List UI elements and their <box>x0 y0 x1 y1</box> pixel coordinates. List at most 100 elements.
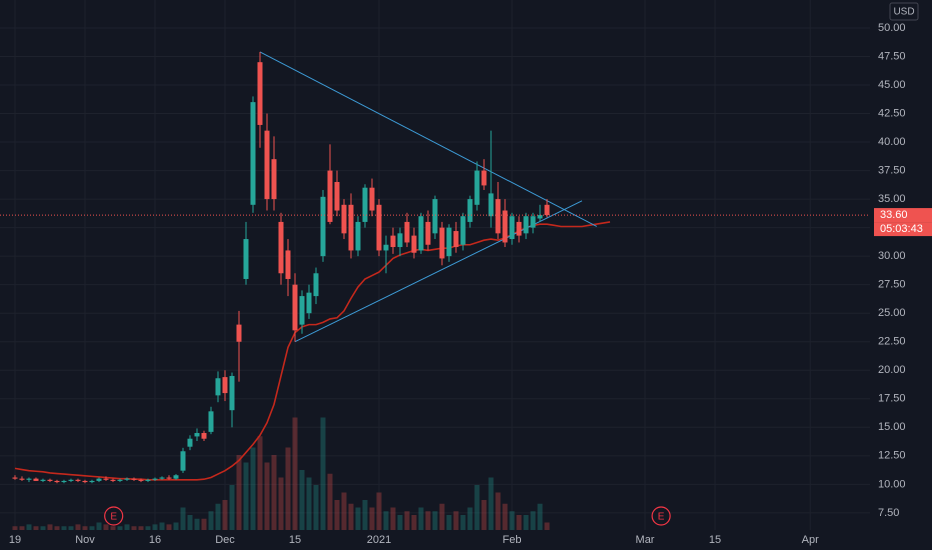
y-tick-label: 47.50 <box>878 50 906 62</box>
volume-bar <box>404 511 410 530</box>
x-tick-label: 16 <box>149 534 161 546</box>
volume-bar <box>117 526 123 530</box>
candle-body <box>411 235 417 253</box>
volume-bar <box>376 492 382 530</box>
candle-body <box>12 477 18 479</box>
candle-body <box>187 438 193 447</box>
price-label-box <box>874 208 932 223</box>
volume-bar <box>425 511 431 530</box>
candle-body <box>82 480 88 483</box>
volume-bar <box>488 477 494 530</box>
y-tick-label: 50.00 <box>878 22 906 34</box>
candle-body <box>145 479 151 481</box>
earnings-marker[interactable] <box>104 506 124 526</box>
volume-bar <box>103 524 109 530</box>
candle-body <box>516 221 522 236</box>
candle-body <box>124 478 130 480</box>
price-label: 33.60 <box>880 209 908 221</box>
volume-bar <box>243 462 249 530</box>
y-tick-label: 45.00 <box>878 79 906 91</box>
volume-bar <box>82 526 88 530</box>
y-tick-label: 42.50 <box>878 107 906 119</box>
volume-bar <box>19 526 25 530</box>
candle-body <box>341 204 347 234</box>
volume-bar <box>110 526 116 530</box>
volume-bar <box>530 511 536 530</box>
candle-body <box>390 235 396 248</box>
volume-bar <box>68 526 74 530</box>
volume-bar <box>201 518 207 530</box>
candle-body <box>467 199 473 222</box>
candle-body <box>320 196 326 257</box>
volume-bar <box>418 507 424 530</box>
candle-body <box>257 62 263 125</box>
volume-bar <box>145 526 151 530</box>
candle-body <box>362 187 368 222</box>
candle-body <box>208 411 214 432</box>
volume-bar <box>523 515 529 530</box>
volume-bar <box>334 500 340 530</box>
candle-body <box>201 433 207 439</box>
volume-bar <box>544 522 550 530</box>
x-tick-label: Nov <box>75 534 95 546</box>
volume-bar <box>180 507 186 530</box>
y-tick-label: 20.00 <box>878 364 906 376</box>
candle-body <box>306 292 312 314</box>
candle-body <box>530 216 536 228</box>
volume-bar <box>348 503 354 530</box>
x-tick-label: Dec <box>215 534 235 546</box>
volume-bar <box>194 518 200 530</box>
candle-body <box>278 221 284 274</box>
candle-body <box>327 170 333 222</box>
volume-bar <box>271 455 277 530</box>
candle-body <box>138 479 144 481</box>
candle-body <box>383 244 389 251</box>
volume-bar <box>187 515 193 530</box>
x-tick-label: Apr <box>802 534 819 546</box>
volume-bar <box>285 447 291 530</box>
candle-body <box>47 479 53 481</box>
currency: USD <box>893 7 914 18</box>
candle-body <box>537 215 543 219</box>
currency-box[interactable] <box>889 2 919 21</box>
candle-body <box>229 375 235 411</box>
candle-body <box>96 478 102 481</box>
candle-body <box>397 233 403 248</box>
candle-body <box>474 170 480 205</box>
y-tick-label: 40.00 <box>878 136 906 148</box>
candle-body <box>432 199 438 234</box>
candle-body <box>495 199 501 234</box>
y-tick-label: 15.00 <box>878 421 906 433</box>
candle-body <box>355 221 361 251</box>
volume-bar <box>299 470 305 530</box>
volume-bar <box>460 515 466 530</box>
candle-body <box>236 324 242 342</box>
y-tick-label: 30.00 <box>878 250 906 262</box>
countdown: 05:03:43 <box>880 223 923 235</box>
earnings-marker[interactable] <box>651 506 671 526</box>
candle-body <box>299 296 305 325</box>
volume-bar <box>47 524 53 530</box>
countdown-box <box>874 222 932 237</box>
volume-bar <box>96 522 102 530</box>
volume-bar <box>215 503 221 530</box>
volume-bar <box>33 526 39 530</box>
volume-bar <box>208 511 214 530</box>
y-tick-label: 35.00 <box>878 193 906 205</box>
volume-bar <box>61 526 67 530</box>
candle-body <box>404 221 410 243</box>
candle-body <box>418 216 424 251</box>
volume-bar <box>173 522 179 530</box>
candle-body <box>159 477 165 479</box>
volume-bar <box>432 511 438 530</box>
candle-body <box>152 478 158 480</box>
candle-body <box>40 479 46 481</box>
candle-body <box>33 478 39 481</box>
candle-body <box>502 210 508 243</box>
volume-bar <box>152 524 158 530</box>
volume-bar <box>446 515 452 530</box>
volume-bar <box>502 503 508 530</box>
candle-body <box>509 216 515 240</box>
y-tick-label: 37.50 <box>878 164 906 176</box>
